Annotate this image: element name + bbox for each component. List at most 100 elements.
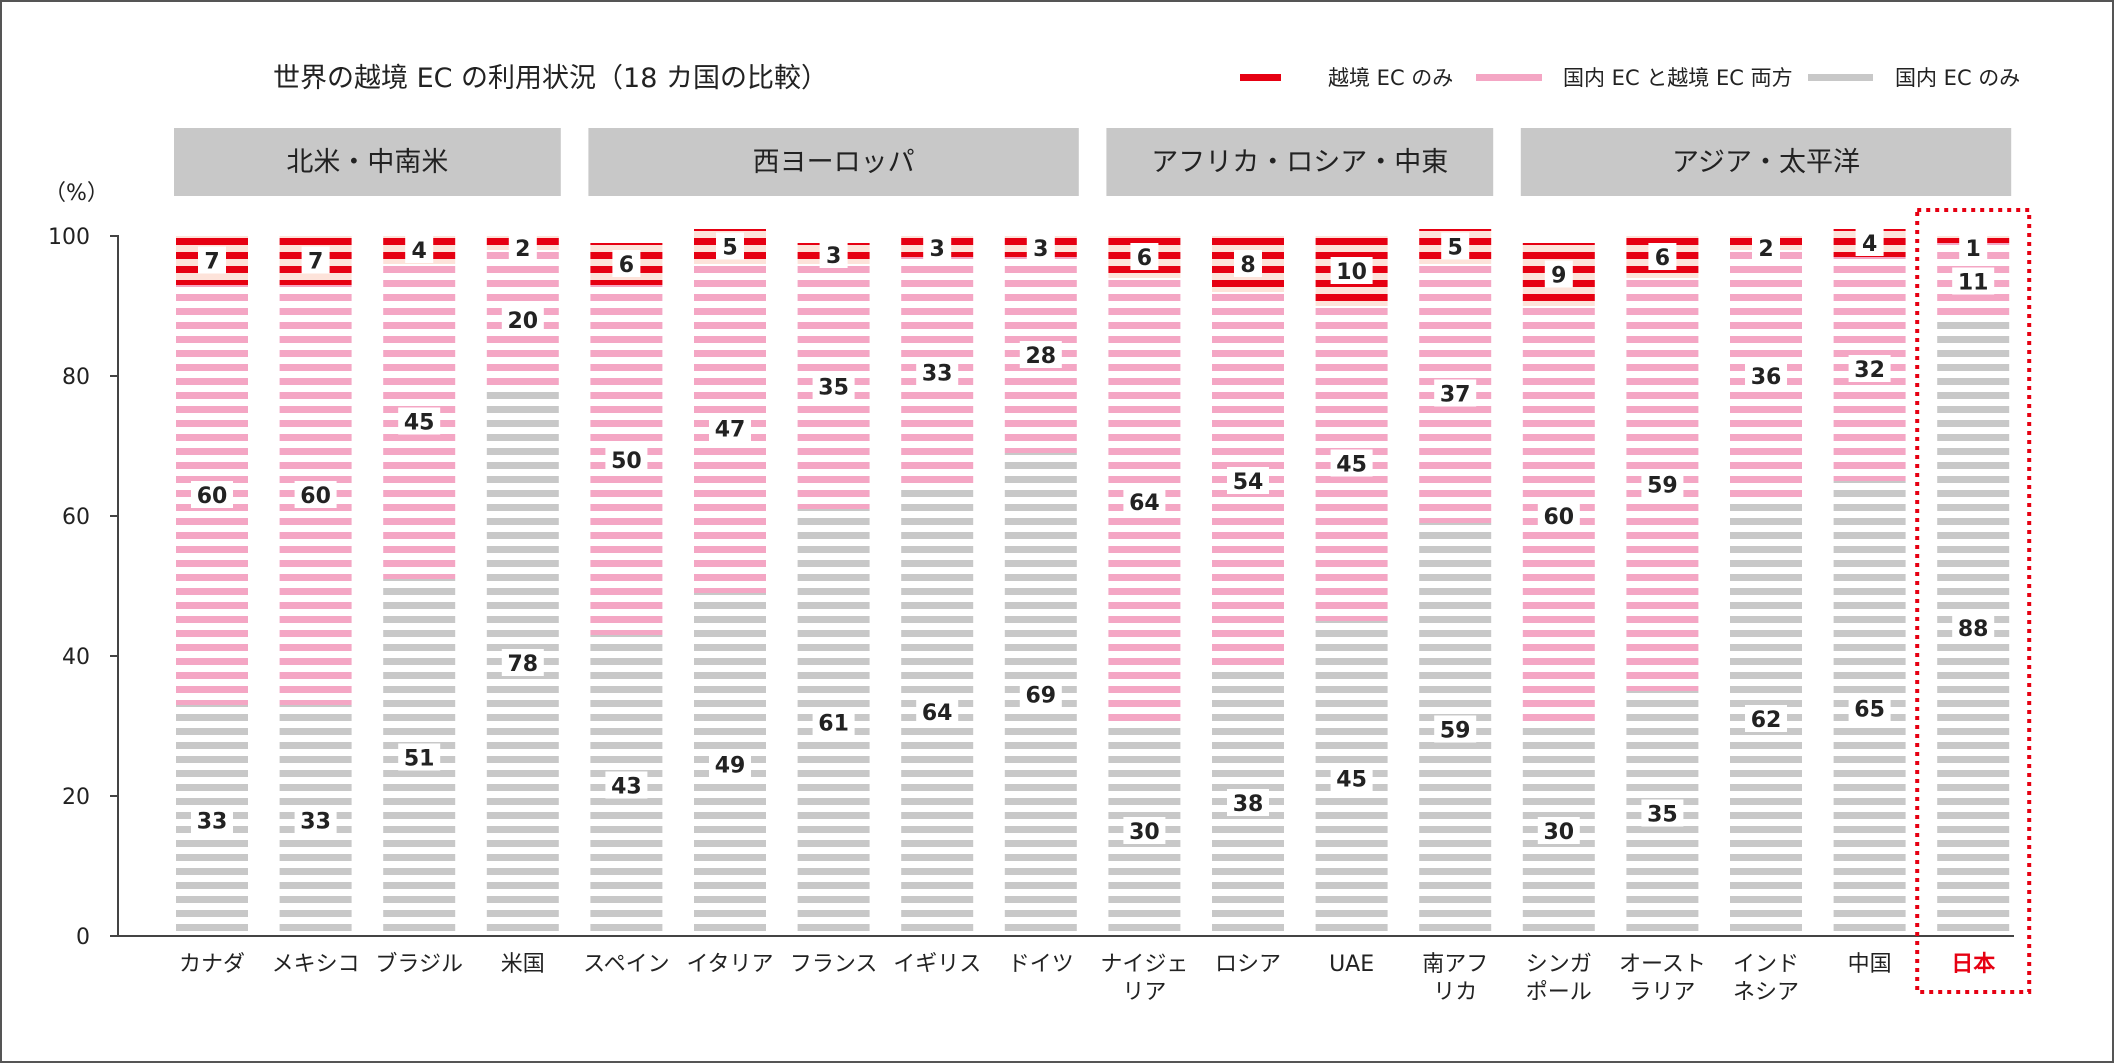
data-label-bg bbox=[1330, 257, 1373, 284]
data-label-cross: 6 bbox=[619, 253, 634, 278]
data-label-both: 32 bbox=[1854, 358, 1885, 383]
data-label-bg bbox=[1641, 470, 1684, 498]
group-header-label: 北米・中南米 bbox=[286, 147, 448, 178]
x-tick-label: 日本 bbox=[1951, 952, 1995, 977]
data-label-bg bbox=[1330, 449, 1373, 477]
y-tick-label: 80 bbox=[62, 365, 90, 390]
data-label-bg bbox=[709, 414, 751, 442]
data-label-bg bbox=[1234, 250, 1262, 277]
data-label-cross: 7 bbox=[308, 250, 323, 275]
group-header-box bbox=[588, 128, 1079, 196]
data-label-bg bbox=[1330, 764, 1373, 792]
data-label-bg bbox=[294, 806, 337, 834]
data-label-both: 35 bbox=[818, 376, 849, 401]
group-header-box bbox=[174, 128, 561, 196]
data-label-bg bbox=[1026, 234, 1055, 261]
group-headers: 北米・中南米 西ヨーロッパ アフリカ・ロシア・中東 アジア・太平洋 bbox=[174, 128, 2012, 196]
data-label-both: 20 bbox=[507, 309, 538, 334]
x-tick-label: スペイン bbox=[583, 952, 669, 977]
data-label-cross: 9 bbox=[1551, 264, 1566, 289]
data-label-bg bbox=[1952, 267, 1995, 295]
x-tick-label: シンガ bbox=[1526, 952, 1592, 977]
data-label-bg bbox=[191, 481, 233, 508]
data-label-cross: 4 bbox=[1862, 232, 1877, 257]
x-tick-label: ポール bbox=[1526, 980, 1592, 1005]
data-label-cross: 5 bbox=[722, 236, 737, 261]
data-label-bg bbox=[916, 698, 959, 725]
data-label-domestic: 59 bbox=[1440, 719, 1471, 744]
data-label-cross: 3 bbox=[930, 237, 945, 262]
data-label-cross: 8 bbox=[1240, 253, 1255, 278]
data-label-domestic: 49 bbox=[715, 754, 746, 779]
y-tick-label: 60 bbox=[62, 505, 90, 530]
data-label-bg bbox=[716, 232, 744, 260]
data-label-bg bbox=[812, 372, 855, 400]
data-label-bg bbox=[1848, 355, 1891, 382]
data-label-bg bbox=[1019, 680, 1062, 708]
chart-title: 世界の越境 EC の利用状況（18 カ国の比較） bbox=[273, 63, 828, 94]
data-label-domestic: 38 bbox=[1233, 792, 1264, 817]
data-label-bg bbox=[1019, 341, 1062, 368]
data-label-cross: 5 bbox=[1448, 236, 1463, 261]
x-tick-label: カナダ bbox=[179, 952, 245, 977]
data-label-bg bbox=[1441, 232, 1470, 260]
data-label-domestic: 65 bbox=[1854, 698, 1885, 723]
legend-label-both: 国内 EC と越境 EC 両方 bbox=[1563, 66, 1793, 90]
data-label-cross: 10 bbox=[1336, 260, 1367, 285]
x-tick-label: ラリア bbox=[1629, 980, 1695, 1005]
data-label-bg bbox=[1959, 234, 1988, 261]
data-label-domestic: 78 bbox=[507, 652, 538, 677]
data-label-cross: 3 bbox=[1033, 237, 1048, 262]
data-label-bg bbox=[605, 446, 648, 473]
x-tick-label: UAE bbox=[1329, 952, 1374, 977]
data-label-domestic: 33 bbox=[197, 810, 228, 835]
data-label-bg bbox=[1848, 694, 1891, 722]
data-label-bg bbox=[501, 306, 544, 333]
data-label-domestic: 45 bbox=[1336, 768, 1367, 793]
data-label-cross: 1 bbox=[1966, 237, 1981, 262]
data-label-cross: 2 bbox=[515, 237, 530, 262]
data-label-both: 59 bbox=[1647, 474, 1678, 499]
x-tick-label: ネシア bbox=[1733, 980, 1799, 1005]
data-label-cross: 7 bbox=[204, 250, 219, 275]
data-label-both: 47 bbox=[715, 418, 746, 443]
data-label-domestic: 61 bbox=[818, 712, 849, 737]
data-label-both: 37 bbox=[1440, 383, 1471, 408]
data-label-bg bbox=[398, 407, 441, 435]
data-label-bg bbox=[1745, 362, 1787, 389]
data-label-domestic: 35 bbox=[1647, 803, 1678, 828]
data-label-bg bbox=[819, 241, 848, 268]
data-label-both: 33 bbox=[922, 362, 953, 387]
group-header-box bbox=[1520, 128, 2012, 196]
data-label-bg bbox=[508, 234, 537, 261]
data-label-bg bbox=[612, 250, 641, 277]
x-tick-label: ブラジル bbox=[375, 952, 463, 977]
legend-label-cross: 越境 EC のみ bbox=[1328, 66, 1453, 90]
x-tick-label: イギリス bbox=[893, 952, 981, 977]
data-label-both: 54 bbox=[1233, 470, 1264, 495]
data-label-domestic: 62 bbox=[1751, 708, 1782, 733]
data-label-bg bbox=[812, 708, 855, 736]
data-label-bg bbox=[198, 246, 226, 274]
data-label-bg bbox=[1537, 502, 1580, 529]
data-label-bg bbox=[1227, 789, 1269, 816]
highlight-box bbox=[1915, 208, 2032, 994]
data-label-domestic: 69 bbox=[1025, 684, 1056, 709]
data-label-domestic: 30 bbox=[1129, 820, 1160, 845]
data-label-cross: 6 bbox=[1655, 246, 1670, 271]
x-tick-label: インド bbox=[1733, 952, 1799, 977]
x-tick-label: 南アフ bbox=[1422, 952, 1488, 977]
data-label-bg bbox=[1123, 817, 1166, 844]
legend-swatch-cross bbox=[1240, 74, 1281, 81]
x-tick-label: 米国 bbox=[501, 952, 545, 977]
data-label-bg bbox=[1544, 260, 1573, 288]
data-label-bg bbox=[1123, 488, 1166, 515]
legend-swatch-both bbox=[1476, 74, 1542, 81]
data-label-domestic: 51 bbox=[404, 747, 435, 772]
data-label-bg bbox=[301, 246, 330, 274]
y-axis-unit: （%） bbox=[44, 181, 109, 206]
data-label-cross: 2 bbox=[1758, 237, 1773, 262]
data-label-bg bbox=[1855, 229, 1884, 256]
